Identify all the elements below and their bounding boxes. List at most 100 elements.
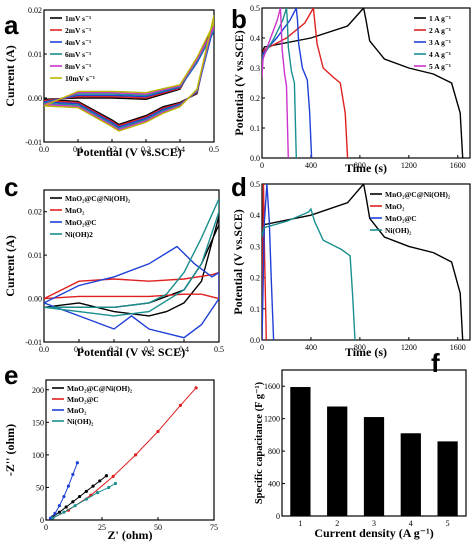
legend-e: MnO₂@C@Ni(OH)₂ MnO₂@C MnO₂ Ni(OH)₂ <box>52 384 133 426</box>
y-tick-label-e: 0 <box>40 516 44 525</box>
y-axis-label-c: Current (A) <box>3 235 17 296</box>
panel-c: c -0.01 0.00 0.01 0.02 0.0 0.1 0.2 0.3 0.4 0.5 Pot… <box>3 172 224 359</box>
legend-label-a-3: 6mV s⁻¹ <box>65 50 91 59</box>
legend-label-d-3: Ni(OH)₂ <box>385 226 412 235</box>
data-point-e-3 <box>113 481 118 486</box>
x-tick-label-d: 400 <box>305 343 317 352</box>
data-point-e-2 <box>48 516 53 520</box>
y-tick-label-c: 0.00 <box>28 295 42 304</box>
data-point-e-3 <box>95 491 100 495</box>
series-line-e-2 <box>50 462 78 519</box>
x-tick-label-e: 25 <box>98 523 106 532</box>
series-line-c-2 <box>44 245 219 339</box>
legend-label-b-0: 1 A g⁻¹ <box>429 14 451 23</box>
y-tick-label-b: 0.3 <box>250 64 260 73</box>
legend-label-b-3: 4 A g⁻¹ <box>429 50 451 59</box>
y-tick-label-d: 0.2 <box>250 274 260 283</box>
y-tick-label-d: 0.4 <box>250 211 260 220</box>
series-line-b-1 <box>262 8 349 158</box>
data-point-e-0 <box>57 510 62 514</box>
legend-label-e-2: MnO₂ <box>67 406 87 415</box>
x-tick-label-a: 0.0 <box>39 145 49 154</box>
data-point-e-0 <box>64 505 68 509</box>
y-tick-label-a: -0.01 <box>25 138 42 147</box>
legend-label-c-3: Ni(OH)2 <box>65 230 93 239</box>
panel-label-b: b <box>231 4 247 34</box>
y-tick-label-c: -0.01 <box>25 338 42 347</box>
y-tick-label-e: 200 <box>32 386 44 395</box>
x-tick-label-a: 0.1 <box>73 145 83 154</box>
data-point-e-3 <box>73 504 77 508</box>
legend-label-c-1: MnO₂ <box>65 206 85 215</box>
x-axis-label-b: Time (s) <box>345 161 387 175</box>
x-tick-label-c: 0.3 <box>144 345 154 354</box>
y-tick-label-f: 1600 <box>264 382 280 391</box>
legend-label-a-4: 8mV s⁻¹ <box>65 62 91 71</box>
y-tick-label-e: 100 <box>32 451 44 460</box>
series-line-d-2 <box>262 184 275 340</box>
y-tick-label-d: 0.3 <box>250 242 260 251</box>
data-point-e-0 <box>71 500 75 504</box>
legend-label-b-1: 2 A g⁻¹ <box>429 26 451 35</box>
y-tick-label-b: 0.0 <box>250 154 260 163</box>
series-line-d-0 <box>262 184 464 340</box>
x-tick-label-f: 2 <box>335 519 339 528</box>
data-point-e-1 <box>194 386 198 390</box>
x-tick-label-c: 0.4 <box>179 345 189 354</box>
legend-label-a-2: 4mV s⁻¹ <box>65 38 91 47</box>
plot-area-e <box>48 386 198 520</box>
y-tick-label-c: 0.01 <box>28 251 42 260</box>
data-point-e-0 <box>78 494 82 499</box>
y-tick-label-a: 0.00 <box>28 94 42 103</box>
panel-d: d 0.0 0.1 0.2 0.3 0.4 0.5 0 400 800 1200 1600 Time … <box>231 172 471 359</box>
legend-a: 1mV s⁻¹ 2mV s⁻¹ 4mV s⁻¹ 6mV s⁻¹ 8mV s⁻¹ 10mV … <box>50 14 95 83</box>
legend-label-d-2: MnO₂@C <box>385 214 417 223</box>
plot-area-d <box>262 184 464 340</box>
y-tick-label-d: 0.0 <box>250 336 260 345</box>
data-point-e-3 <box>107 485 111 490</box>
x-tick-label-f: 3 <box>372 519 376 528</box>
x-tick-label-c: 0.5 <box>214 345 224 354</box>
y-tick-label-e: 50 <box>36 483 44 492</box>
y-tick-label-f: 400 <box>268 480 280 489</box>
x-tick-label-e: 50 <box>154 523 162 532</box>
legend-label-d-0: MnO₂@C@Ni(OH)₂ <box>385 190 451 199</box>
x-tick-label-a: 0.2 <box>107 145 117 154</box>
y-tick-label-b: 0.1 <box>250 124 260 133</box>
y-tick-label-f: 1200 <box>264 415 280 424</box>
data-point-e-1 <box>134 453 138 457</box>
x-axis-label-e: Z' (ohm) <box>108 528 153 542</box>
series-line-b-0 <box>262 8 464 158</box>
panel-e: e 0 50 100 150 200 0 25 50 75 Z' (ohm) -Z'' (ohm) M… <box>3 360 218 542</box>
bar-5 <box>437 441 458 516</box>
panel-a: a -0.01 0.00 0.01 0.02 0.0 0.1 0.2 0.3 0.4 0.5 Pot… <box>3 6 219 159</box>
data-point-e-0 <box>98 479 102 483</box>
x-tick-label-e: 75 <box>210 523 218 532</box>
panel-label-e: e <box>4 360 18 390</box>
x-tick-label-d: 1600 <box>450 343 466 352</box>
y-tick-label-b: 0.4 <box>250 34 260 43</box>
y-tick-label-a: 0.02 <box>28 6 42 15</box>
series-line-c-1 <box>44 271 219 300</box>
x-tick-label-b: 400 <box>305 161 317 170</box>
series-line-d-1 <box>262 184 267 340</box>
plot-area-b <box>262 8 464 158</box>
legend-label-e-1: MnO₂@C <box>67 395 99 404</box>
series-line-b-3 <box>262 8 297 158</box>
y-axis-label-e: -Z'' (ohm) <box>3 424 17 476</box>
legend-label-a-0: 1mV s⁻¹ <box>65 14 91 23</box>
data-point-e-2 <box>57 504 62 508</box>
legend-label-e-3: Ni(OH)₂ <box>67 417 94 426</box>
series-line-d-3 <box>262 207 356 340</box>
x-axis-label-d: Time (s) <box>345 345 387 359</box>
x-tick-label-f: 1 <box>298 519 302 528</box>
panel-label-d: d <box>231 172 247 202</box>
y-tick-label-b: 0.2 <box>250 94 260 103</box>
bar-1 <box>290 387 311 516</box>
plot-frame-e <box>45 379 215 521</box>
legend-label-c-2: MnO₂@C <box>65 218 97 227</box>
x-tick-label-c: 0.2 <box>109 345 119 354</box>
x-axis-label-c: Potential (V vs. SCE) <box>77 345 185 359</box>
x-tick-label-d: 800 <box>354 343 366 352</box>
